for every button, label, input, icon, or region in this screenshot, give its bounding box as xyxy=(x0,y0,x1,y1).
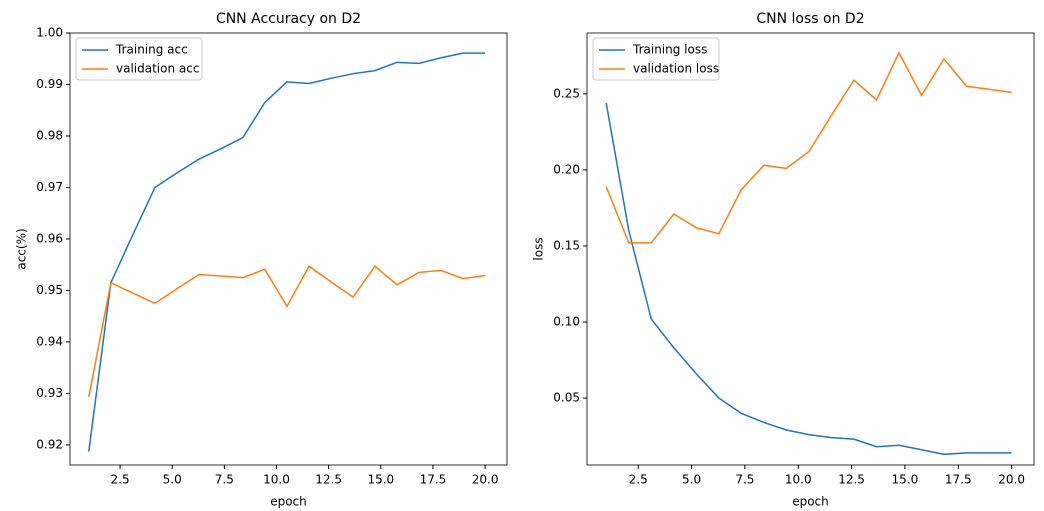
y-tick-label: 0.25 xyxy=(553,86,580,100)
x-tick-label: 10.0 xyxy=(785,473,812,487)
y-tick-label: 0.20 xyxy=(553,162,580,176)
y-tick-label: 0.94 xyxy=(36,334,63,348)
y-tick-label: 0.99 xyxy=(36,77,63,91)
legend: Training acc validation acc xyxy=(75,37,203,81)
y-tick-label: 0.10 xyxy=(553,315,580,329)
x-axis-label: epoch xyxy=(792,495,829,509)
chart-title: CNN loss on D2 xyxy=(756,11,864,27)
legend: Training loss validation loss xyxy=(592,37,720,81)
x-tick-label: 10.0 xyxy=(263,473,290,487)
x-tick-label: 5.0 xyxy=(163,473,182,487)
legend-label: validation acc xyxy=(116,62,199,76)
x-tick-label: 17.5 xyxy=(945,473,972,487)
y-tick-label: 0.92 xyxy=(36,437,63,451)
x-tick-label: 15.0 xyxy=(892,473,919,487)
y-tick-label: 0.15 xyxy=(553,238,580,252)
legend-label: Training loss xyxy=(632,43,707,57)
legend-label: Training acc xyxy=(115,43,188,57)
x-tick-label: 12.5 xyxy=(315,473,342,487)
series-line xyxy=(605,51,1012,244)
series-line xyxy=(88,265,486,398)
x-tick-label: 7.5 xyxy=(735,473,754,487)
x-tick-label: 5.0 xyxy=(682,473,701,487)
x-tick-label: 20.0 xyxy=(998,473,1025,487)
y-tick-label: 0.96 xyxy=(36,231,63,245)
series-line xyxy=(605,102,1012,456)
y-axis-label: loss xyxy=(532,237,546,260)
y-tick-label: 0.95 xyxy=(36,283,63,297)
x-tick-label: 12.5 xyxy=(838,473,865,487)
plot-frame xyxy=(69,32,508,466)
x-tick-label: 20.0 xyxy=(472,473,499,487)
y-tick-label: 0.97 xyxy=(36,180,63,194)
x-tick-label: 17.5 xyxy=(420,473,447,487)
series-line xyxy=(88,52,486,452)
x-tick-label: 2.5 xyxy=(111,473,130,487)
y-tick-label: 0.93 xyxy=(36,386,63,400)
x-axis-label: epoch xyxy=(270,495,307,509)
y-tick-label: 0.05 xyxy=(553,391,580,405)
chart-title: CNN Accuracy on D2 xyxy=(216,11,361,27)
legend-label: validation loss xyxy=(633,62,719,76)
x-tick-label: 7.5 xyxy=(215,473,234,487)
x-tick-label: 2.5 xyxy=(629,473,648,487)
y-tick-label: 0.98 xyxy=(36,128,63,142)
y-axis-label: acc(%) xyxy=(15,228,29,269)
y-tick-label: 1.00 xyxy=(36,26,63,40)
plot-frame xyxy=(586,32,1035,466)
x-tick-label: 15.0 xyxy=(367,473,394,487)
